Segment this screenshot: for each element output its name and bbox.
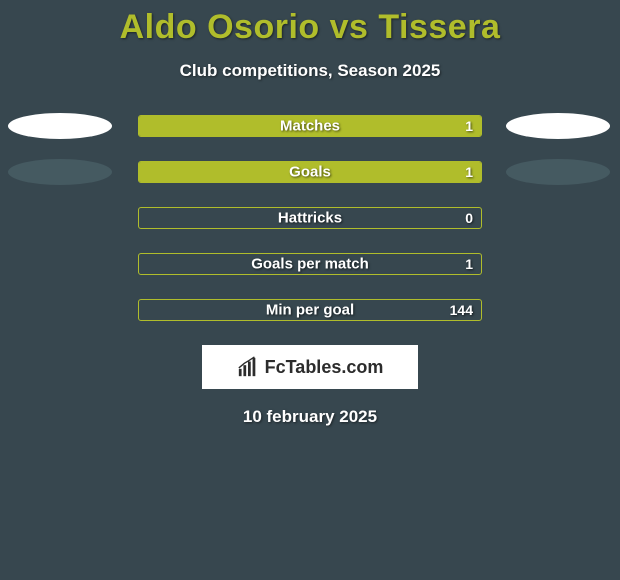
stat-label: Goals per match	[251, 256, 369, 273]
stat-label: Matches	[280, 118, 340, 135]
stat-value-right: 144	[450, 302, 473, 318]
stat-label: Goals	[289, 164, 331, 181]
stat-bar-track: Hattricks 0	[138, 207, 482, 229]
stat-value-right: 0	[465, 210, 473, 226]
stat-row: Min per goal 144	[0, 299, 620, 321]
player-ellipse-right	[506, 113, 610, 139]
subtitle: Club competitions, Season 2025	[0, 61, 620, 81]
stat-bar-track: Matches 1	[138, 115, 482, 137]
player-ellipse-left	[8, 159, 112, 185]
stat-label: Min per goal	[266, 302, 354, 319]
chart-icon	[237, 356, 259, 378]
stat-value-right: 1	[465, 256, 473, 272]
logo-text: FcTables.com	[265, 357, 384, 378]
stat-row: Matches 1	[0, 115, 620, 137]
page-title: Aldo Osorio vs Tissera	[0, 0, 620, 47]
stat-value-right: 1	[465, 164, 473, 180]
date-text: 10 february 2025	[0, 407, 620, 427]
stat-bar-track: Goals 1	[138, 161, 482, 183]
stat-bar-track: Min per goal 144	[138, 299, 482, 321]
stat-row: Hattricks 0	[0, 207, 620, 229]
stat-bar-track: Goals per match 1	[138, 253, 482, 275]
player-ellipse-right	[506, 159, 610, 185]
stats-area: Matches 1 Goals 1 Hattricks 0 Goals per match 1…	[0, 115, 620, 321]
stat-label: Hattricks	[278, 210, 342, 227]
logo-box: FcTables.com	[202, 345, 418, 389]
stat-value-right: 1	[465, 118, 473, 134]
stat-row: Goals per match 1	[0, 253, 620, 275]
stat-row: Goals 1	[0, 161, 620, 183]
player-ellipse-left	[8, 113, 112, 139]
